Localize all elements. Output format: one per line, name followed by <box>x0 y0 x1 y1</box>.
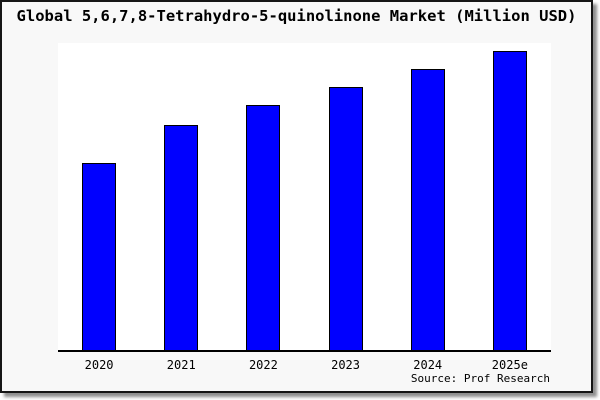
bar-2022 <box>246 105 281 350</box>
bar-column-2022: 2022 <box>246 43 281 372</box>
bar-2025e <box>492 50 527 350</box>
chart-title: Global 5,6,7,8-Tetrahydro-5-quinolinone … <box>16 7 577 25</box>
x-tick-label-2025e: 2025e <box>491 358 528 372</box>
bar-column-2021: 2021 <box>164 43 199 372</box>
bar-2020 <box>82 162 117 350</box>
bar-2024 <box>410 69 445 350</box>
bar-column-2023: 2023 <box>328 43 363 372</box>
bar-column-2020: 2020 <box>82 43 117 372</box>
chart-frame: Global 5,6,7,8-Tetrahydro-5-quinolinone … <box>0 0 593 393</box>
source-label: Source: Prof Research <box>410 372 550 385</box>
x-tick-label-2022: 2022 <box>248 358 278 372</box>
x-tick-label-2020: 2020 <box>84 358 114 372</box>
x-tick-label-2021: 2021 <box>166 358 196 372</box>
bar-2021 <box>164 124 199 350</box>
bar-column-2025e: 2025e <box>492 43 528 372</box>
x-tick-label-2023: 2023 <box>331 358 360 372</box>
bar-2023 <box>328 87 363 350</box>
x-tick-label-2024: 2024 <box>413 358 443 372</box>
bar-column-2024: 2024 <box>410 43 445 372</box>
plot-area: 2020 2021 2022 2023 2024 2025e <box>58 43 551 372</box>
